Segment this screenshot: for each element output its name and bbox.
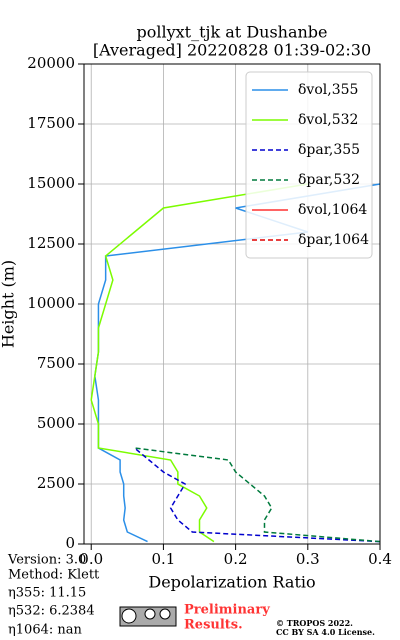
y-tick-label: 15000 (27, 174, 75, 192)
chart-subtitle: [Averaged] 20220828 01:39-02:30 (93, 41, 371, 60)
info-text: Version: 3.0 (7, 553, 86, 568)
x-tick-label: 0.3 (296, 550, 320, 568)
license-text: CC BY SA 4.0 License. (276, 627, 375, 637)
y-tick-label: 20000 (27, 54, 75, 72)
plot-frame (83, 63, 381, 545)
preliminary-text: Preliminary (184, 603, 270, 618)
legend-label: δvol,532 (298, 112, 358, 128)
info-text: η1064: nan (8, 623, 83, 638)
info-text: η355: 11.15 (8, 586, 86, 601)
legend-box (245, 71, 373, 259)
y-tick-label: 0 (65, 534, 75, 552)
data-line (90, 183, 308, 543)
x-tick-label: 0.4 (368, 550, 392, 568)
legend-label: δpar,532 (298, 172, 360, 188)
data-line (134, 447, 381, 543)
y-tick-label: 10000 (27, 294, 75, 312)
x-tick-label: 0.1 (151, 550, 175, 568)
y-tick-label: 2500 (37, 474, 75, 492)
data-line (134, 447, 381, 543)
data-line (94, 183, 381, 543)
chart-title: pollyxt_tjk at Dushanbe (136, 23, 327, 42)
legend-label: δvol,355 (298, 82, 358, 98)
info-text: η532: 6.2384 (8, 604, 95, 619)
y-tick-label: 12500 (27, 234, 75, 252)
info-text: Method: Klett (8, 568, 100, 583)
x-tick-label: 0.0 (79, 550, 103, 568)
cc-logo (119, 606, 177, 627)
legend-label: δpar,1064 (298, 232, 369, 248)
y-tick-label: 5000 (37, 414, 75, 432)
legend-label: δpar,355 (298, 142, 360, 158)
y-axis-label: Height (m) (0, 260, 18, 348)
y-tick-label: 17500 (27, 114, 75, 132)
x-tick-label: 0.2 (224, 550, 248, 568)
x-axis-label: Depolarization Ratio (148, 573, 315, 592)
legend-label: δvol,1064 (298, 202, 367, 218)
preliminary-text: Results. (184, 618, 243, 633)
y-tick-label: 7500 (37, 354, 75, 372)
license-text: © TROPOS 2022. (276, 618, 353, 628)
